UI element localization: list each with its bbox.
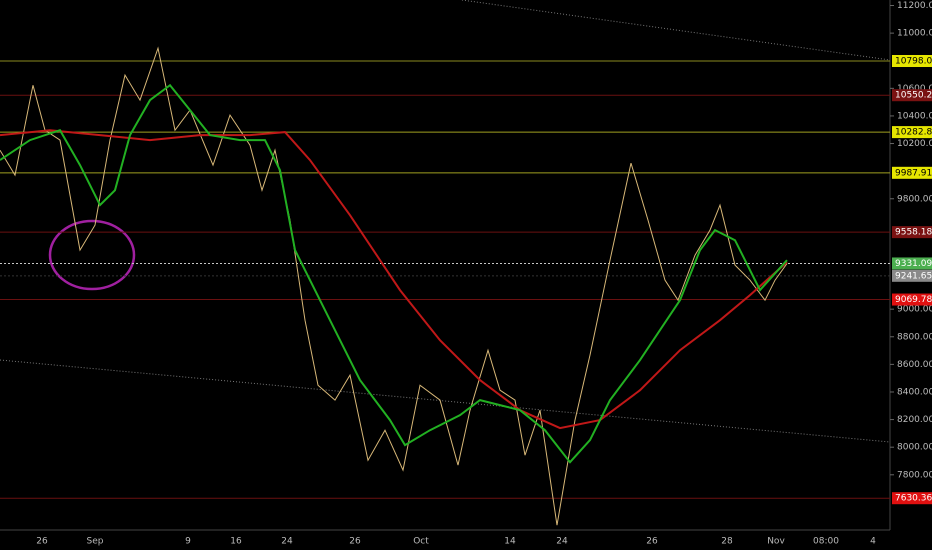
- x-tick-label: Nov: [767, 537, 785, 547]
- level-badge: [892, 293, 932, 306]
- x-tick-label: 16: [230, 537, 242, 547]
- x-tick-label: 08:00: [813, 537, 839, 547]
- x-tick-label: 4: [870, 537, 876, 547]
- x-tick-label: Sep: [87, 537, 104, 547]
- level-badge: [892, 257, 932, 270]
- y-tick-label: 10400.00: [897, 111, 932, 121]
- y-tick-label: 11200.00: [897, 1, 932, 11]
- highlight-ellipse: [48, 219, 136, 291]
- y-tick-label: 8800.00: [897, 332, 932, 342]
- trend-line: [0, 359, 891, 443]
- level-badge: [892, 226, 932, 239]
- level-label: 9331.09: [895, 259, 932, 269]
- series-line: [0, 129, 788, 430]
- y-tick-label: 9000.00: [897, 305, 932, 315]
- series-line: [0, 83, 788, 464]
- x-tick-label: 28: [721, 537, 733, 547]
- y-tick-label: 9800.00: [897, 194, 932, 204]
- level-label: 10282.87: [895, 128, 932, 138]
- series-line: [0, 46, 788, 526]
- level-label: 9987.91: [895, 168, 932, 178]
- level-label: 10550.21: [895, 91, 932, 101]
- level-badge: [892, 166, 932, 179]
- level-badge: [892, 126, 932, 139]
- x-tick-label: 24: [281, 537, 293, 547]
- level-label: 9069.78: [895, 295, 932, 305]
- y-tick-label: 8200.00: [897, 415, 932, 425]
- y-tick-label: 8000.00: [897, 443, 932, 453]
- y-tick-label: 11000.00: [897, 29, 932, 39]
- x-tick-label: 14: [504, 537, 516, 547]
- y-tick-label: 8400.00: [897, 387, 932, 397]
- y-tick-label: 10600.00: [897, 84, 932, 94]
- trend-line: [461, 0, 891, 61]
- y-tick-label: 8600.00: [897, 360, 932, 370]
- x-tick-label: 26: [36, 537, 48, 547]
- level-badge: [892, 492, 932, 505]
- level-label: 7630.36: [895, 494, 932, 504]
- x-tick-label: 26: [646, 537, 658, 547]
- level-label: 10798.01: [895, 57, 932, 67]
- level-label: 9558.18: [895, 228, 932, 238]
- x-tick-label: 24: [556, 537, 568, 547]
- level-badge: [892, 89, 932, 102]
- level-badge: [892, 269, 932, 282]
- level-badge: [892, 55, 932, 68]
- level-label: 9241.65: [895, 271, 932, 281]
- x-tick-label: 26: [349, 537, 361, 547]
- x-tick-label: 9: [185, 537, 191, 547]
- y-tick-label: 7800.00: [897, 470, 932, 480]
- y-tick-label: 10200.00: [897, 139, 932, 149]
- x-tick-label: Oct: [413, 537, 429, 547]
